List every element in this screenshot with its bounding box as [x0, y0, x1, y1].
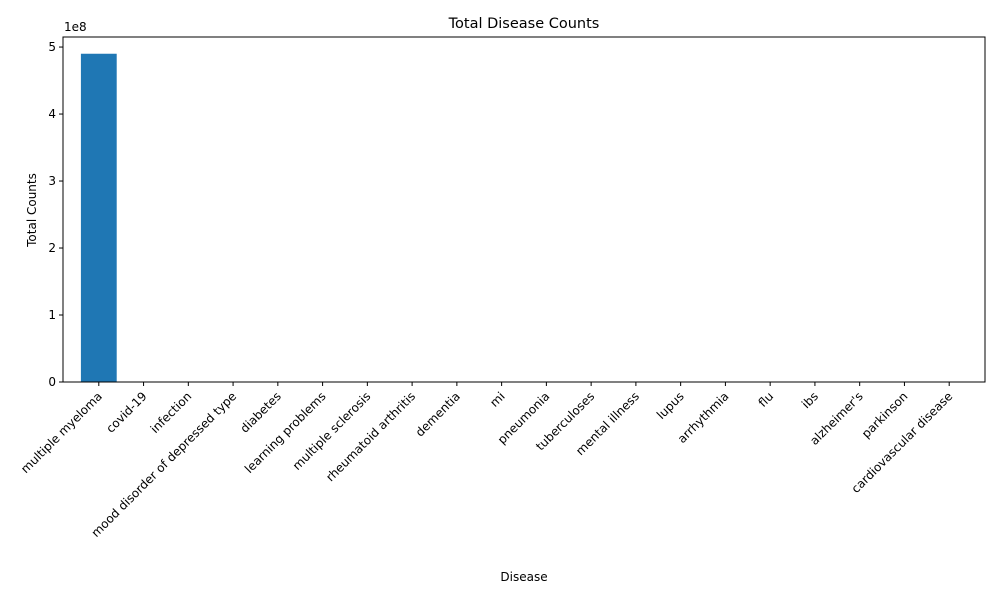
x-tick-label: lupus — [654, 389, 687, 422]
x-tick-label: ibs — [799, 389, 821, 411]
bar — [80, 53, 117, 383]
chart-title: Total Disease Counts — [448, 16, 600, 32]
y-axis-label: Total Counts — [25, 173, 39, 248]
y-tick-label: 1 — [48, 308, 56, 322]
y-tick-label: 0 — [48, 375, 56, 389]
bars-group — [80, 53, 117, 383]
x-tick-label: covid-19 — [103, 389, 149, 435]
x-tick-label: dementia — [413, 389, 463, 439]
x-tick-label: multiple myeloma — [18, 389, 105, 476]
y-tick-label: 2 — [48, 241, 56, 255]
x-tick-label: learning problems — [242, 389, 329, 476]
x-tick-label: mi — [487, 389, 508, 410]
x-tick-label: multiple sclerosis — [290, 389, 374, 473]
y-tick-label: 5 — [48, 40, 56, 54]
y-tick-label: 4 — [48, 107, 56, 121]
x-tick-label: diabetes — [238, 389, 284, 435]
y-tick-label: 3 — [48, 174, 56, 188]
x-axis-label: Disease — [500, 570, 547, 584]
x-tick-label: rheumatoid arthritis — [323, 389, 418, 484]
plot-frame — [62, 36, 986, 383]
x-tick-label: infection — [148, 389, 195, 436]
x-tick-label: flu — [756, 389, 777, 410]
y-axis-ticks: 0 1 2 3 4 5 — [48, 40, 63, 389]
y-offset-text: 1e8 — [64, 20, 87, 34]
